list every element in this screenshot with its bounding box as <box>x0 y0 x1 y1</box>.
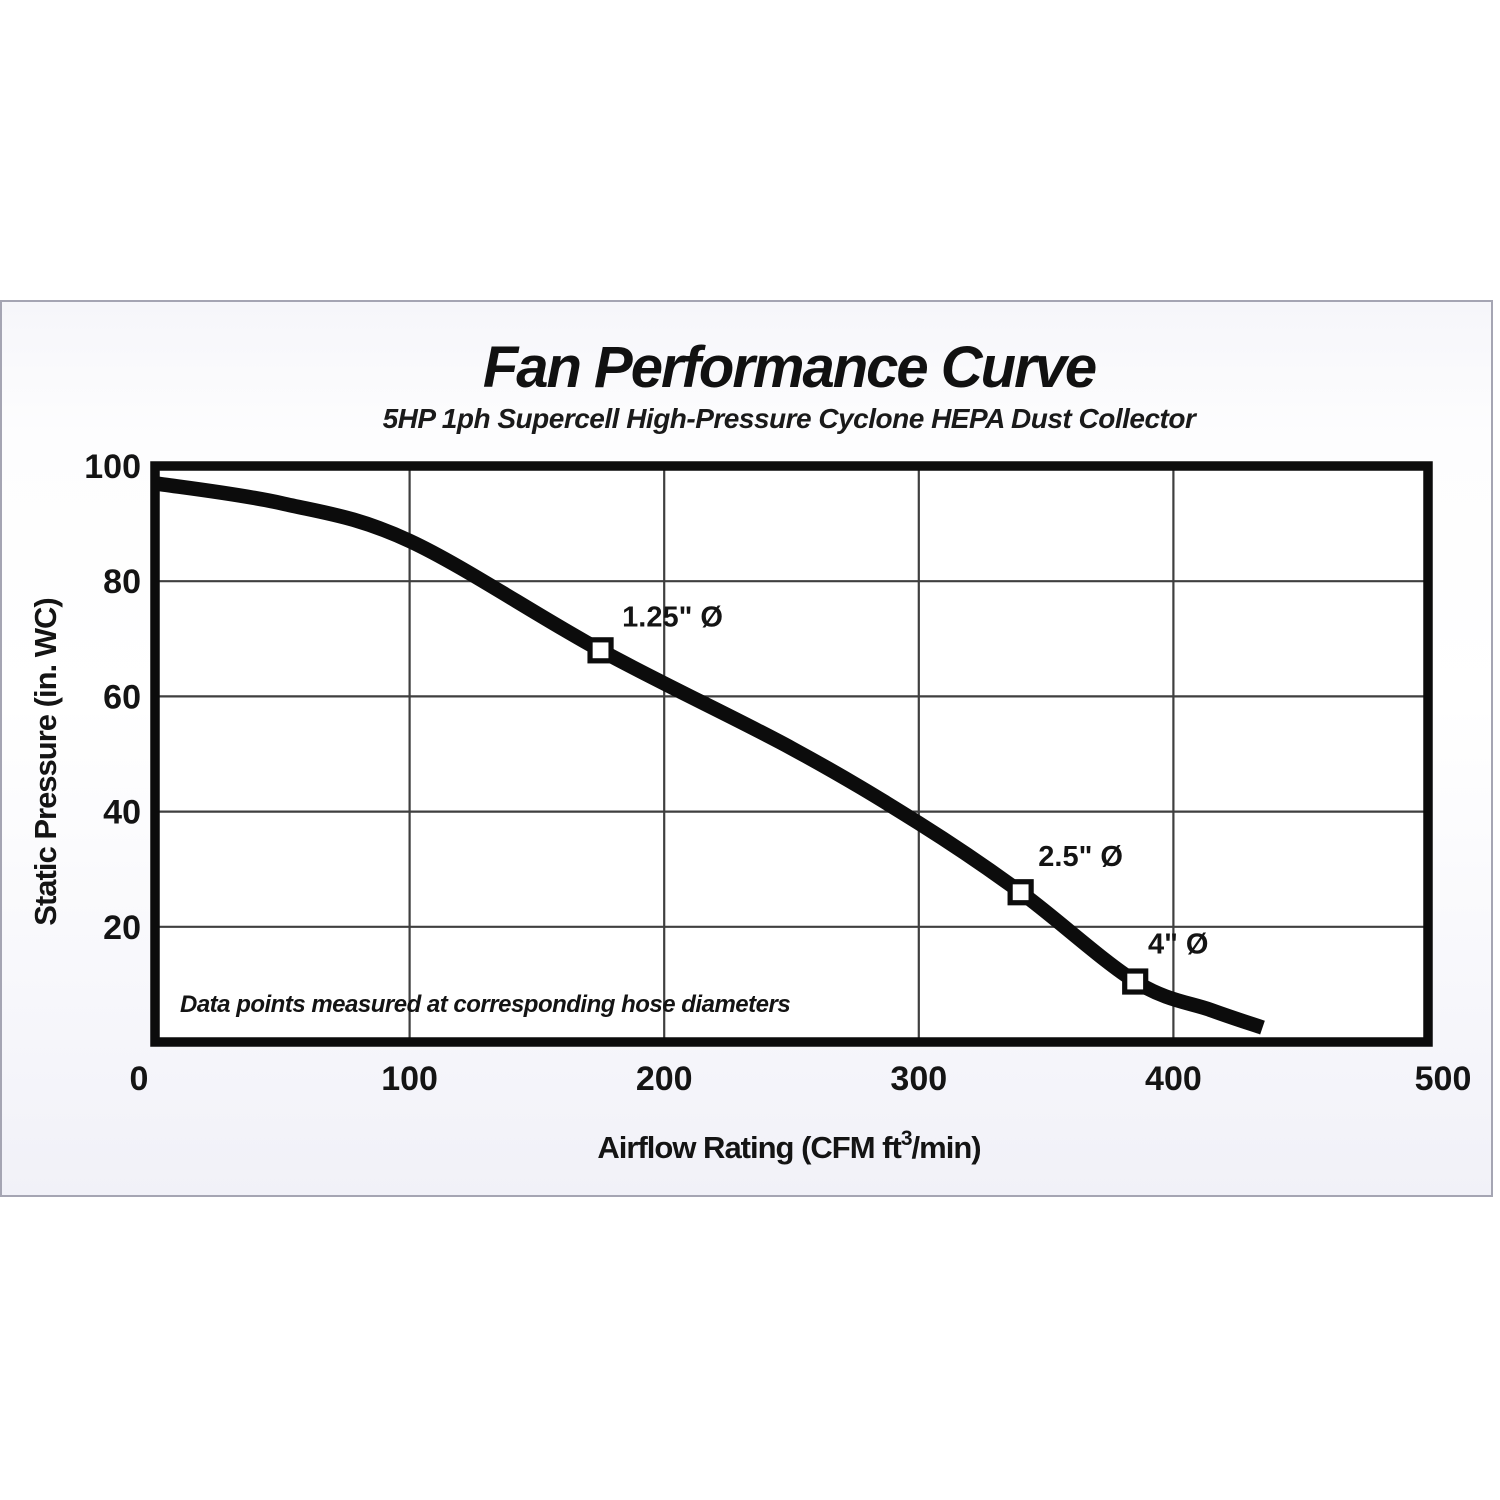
data-point-label-0: 1.25" Ø <box>622 601 723 633</box>
data-point-label-2: 4" Ø <box>1148 929 1209 961</box>
data-point-marker-1 <box>1007 879 1034 906</box>
chart-note: Data points measured at corresponding ho… <box>180 991 790 1018</box>
y-tick-label-20: 20 <box>103 909 141 947</box>
y-tick-label-80: 80 <box>103 563 141 601</box>
chart-subtitle: 5HP 1ph Supercell High-Pressure Cyclone … <box>382 403 1196 434</box>
x-tick-label-500: 500 <box>1415 1060 1472 1098</box>
plot-frame <box>150 461 1433 1047</box>
y-tick-label-40: 40 <box>103 794 141 832</box>
y-tick-label-100: 100 <box>84 448 141 486</box>
data-point-marker-2 <box>1122 968 1149 995</box>
data-point-label-1: 2.5" Ø <box>1038 841 1123 873</box>
x-axis-title: Airflow Rating (CFM ft3/min) <box>597 1127 980 1165</box>
x-tick-label-0: 0 <box>130 1060 149 1098</box>
y-axis-title: Static Pressure (in. WC) <box>28 598 63 925</box>
x-tick-label-200: 200 <box>636 1060 693 1098</box>
x-tick-label-100: 100 <box>381 1060 438 1098</box>
chart-title: Fan Performance Curve <box>482 335 1097 400</box>
data-point-marker-0 <box>587 637 614 664</box>
x-tick-label-300: 300 <box>890 1060 947 1098</box>
y-tick-label-60: 60 <box>103 678 141 716</box>
x-tick-label-400: 400 <box>1145 1060 1202 1098</box>
